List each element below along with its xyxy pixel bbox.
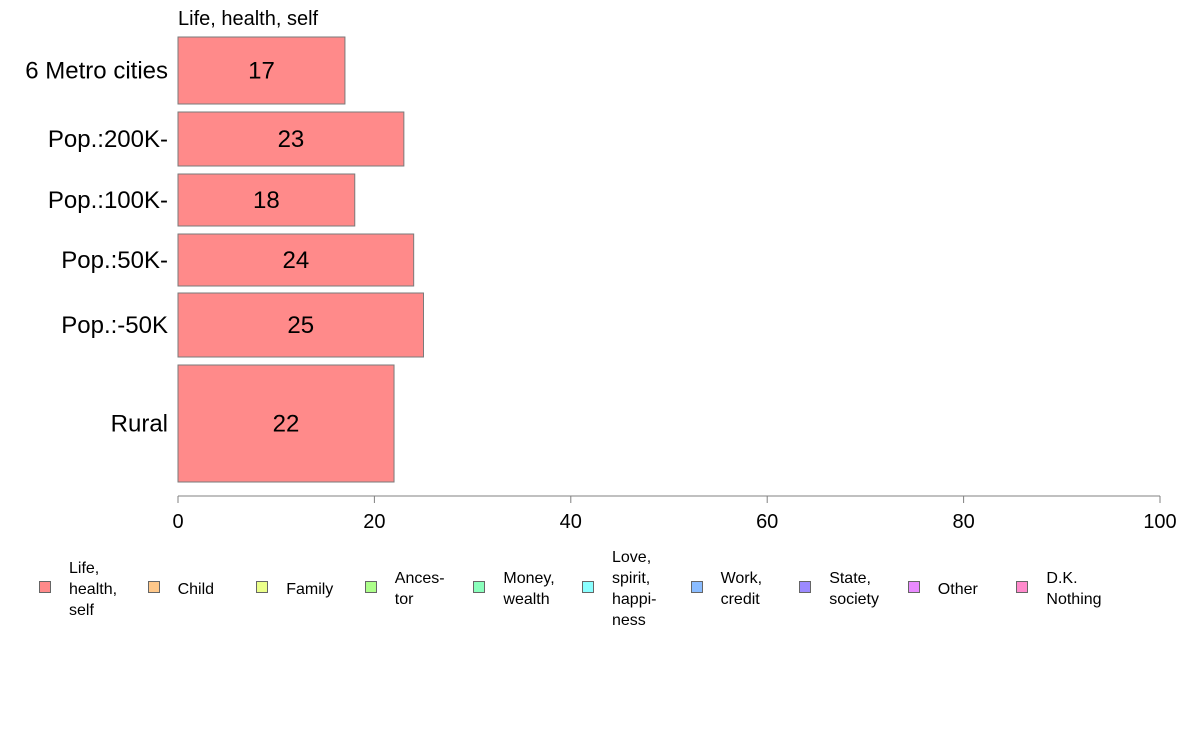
data-label: 24	[282, 247, 309, 274]
legend-swatch	[364, 581, 377, 593]
legend-swatch	[690, 581, 703, 593]
data-label: 22	[273, 411, 300, 438]
legend-label: Love, spirit, happi- ness	[612, 549, 657, 629]
legend-label: D.K. Nothing	[1046, 570, 1102, 608]
legend-swatch	[256, 581, 269, 593]
legend-swatch	[1016, 581, 1029, 593]
bar	[177, 364, 395, 483]
category-label: Pop.:100K-	[48, 187, 168, 214]
bar	[177, 173, 356, 227]
legend-label: Money, wealth	[503, 570, 555, 608]
bar	[177, 292, 424, 358]
legend-label: Life, health, self	[69, 559, 118, 619]
chart-title: Life, health, self	[178, 8, 319, 30]
category-label: Pop.:200K-	[48, 126, 168, 153]
bar-chart: Life, health, self 17 23 18 24 25 22 6 Metro …	[25, 8, 1176, 533]
category-label: Rural	[111, 411, 168, 438]
legend-label: Ances- tor	[394, 570, 445, 608]
legend-swatch	[907, 581, 920, 593]
bar	[177, 233, 415, 287]
data-label: 18	[253, 187, 280, 214]
legend-swatch	[799, 581, 812, 593]
legend-swatch	[582, 581, 594, 593]
data-label: 23	[278, 126, 305, 153]
legend-swatch	[473, 581, 486, 593]
x-tick-label: 40	[560, 511, 582, 533]
x-tick-label: 0	[172, 511, 183, 533]
bar	[177, 111, 405, 167]
legend-label: Work, credit	[720, 570, 763, 608]
legend-swatch	[147, 581, 160, 593]
x-tick-label: 80	[952, 511, 974, 533]
category-label: 6 Metro cities	[25, 58, 168, 85]
legend-label: Family	[286, 580, 334, 598]
legend-label: State, society	[829, 570, 879, 608]
data-label: 25	[287, 312, 314, 339]
data-label: 17	[248, 58, 275, 85]
category-label: Pop.:50K-	[61, 247, 168, 274]
bar	[177, 36, 346, 105]
x-tick-label: 20	[363, 511, 385, 533]
legend-swatch	[39, 581, 51, 593]
legend-label: Other	[937, 580, 978, 598]
legend-label: Child	[177, 580, 215, 598]
category-label: Pop.:-50K	[61, 312, 168, 339]
x-tick-label: 60	[756, 511, 778, 533]
x-tick-label: 100	[1143, 511, 1176, 533]
legend: Life, health, self Child Family Ances- tor M…	[39, 544, 1159, 634]
